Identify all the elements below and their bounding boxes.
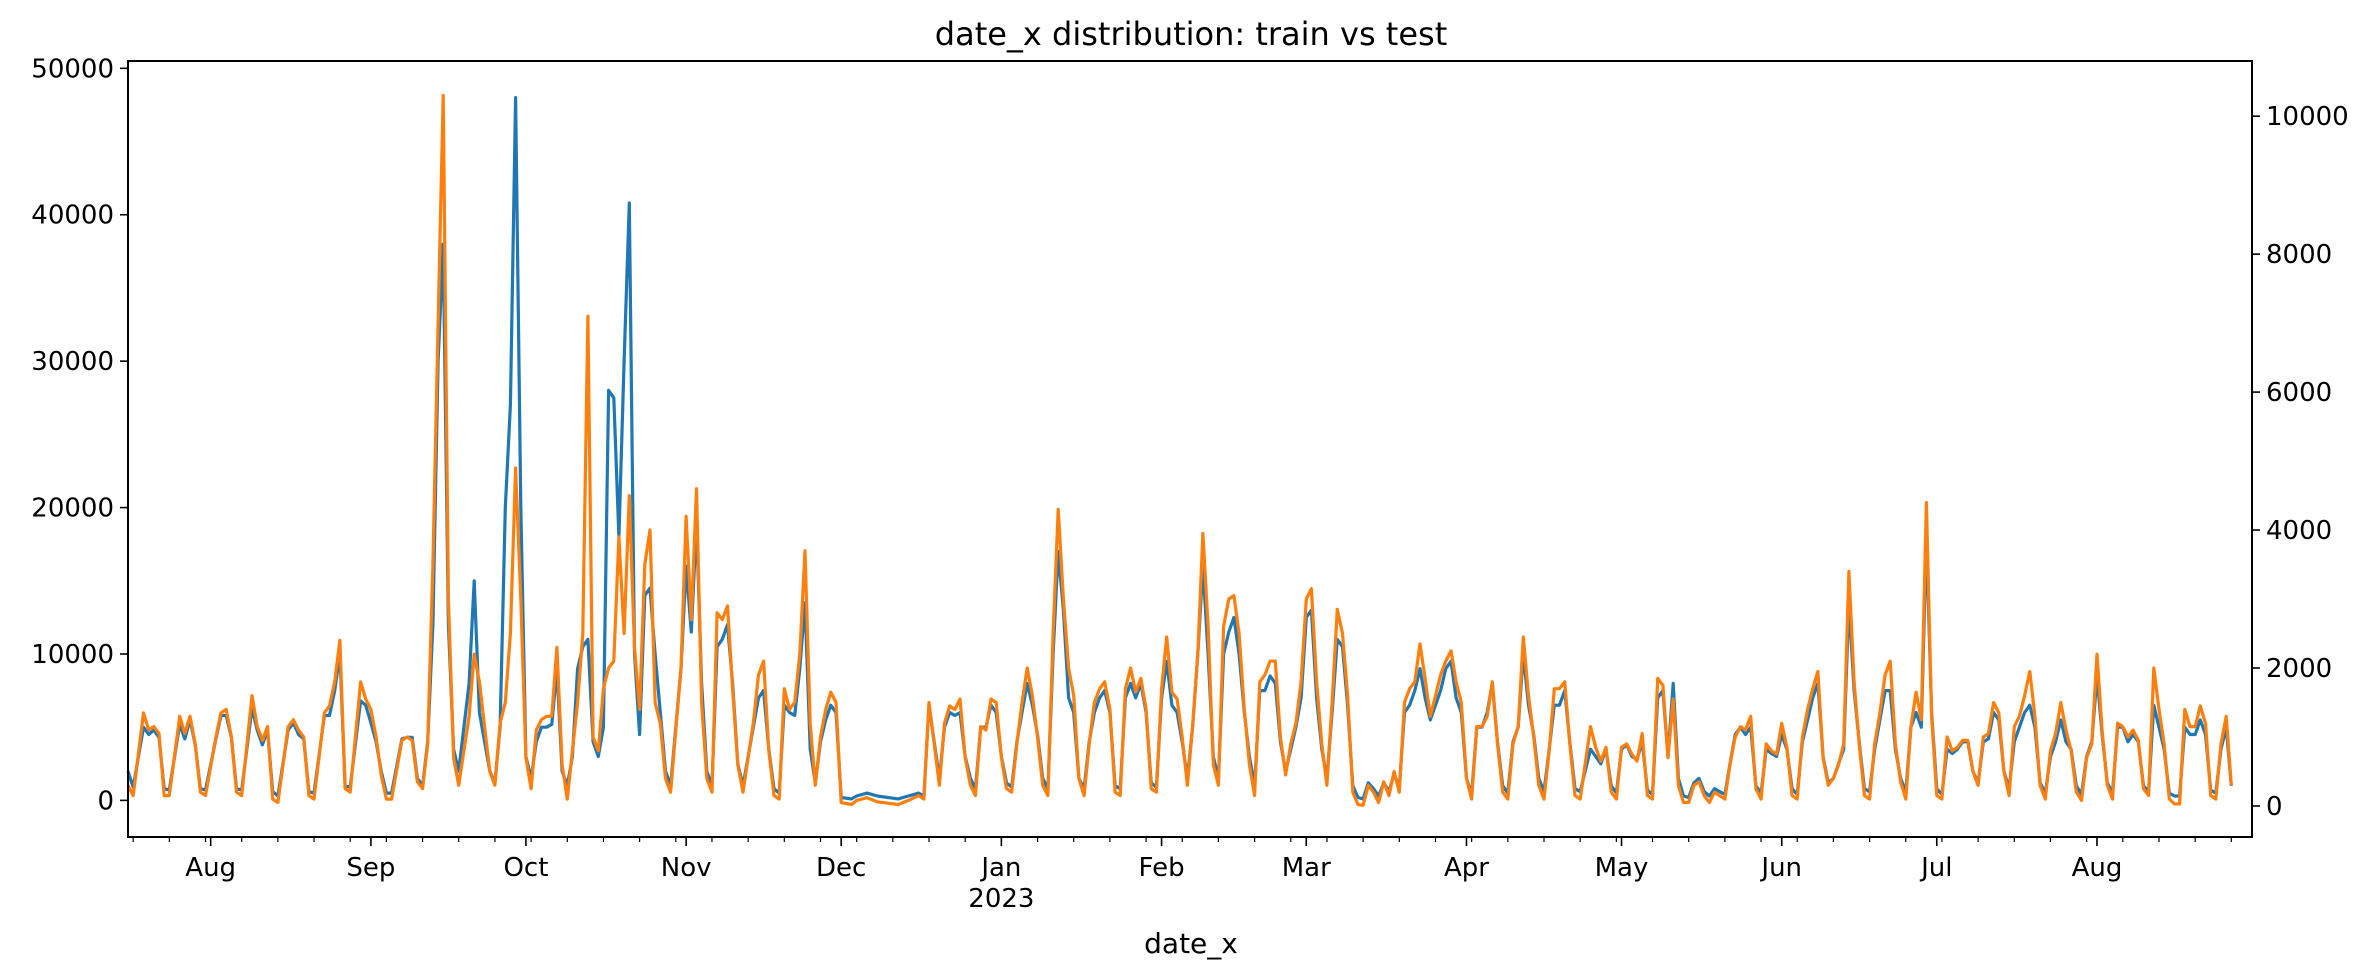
left-y-tick-label: 50000	[31, 54, 114, 84]
series-layer	[126, 93, 2233, 807]
x-tick-label: Nov	[661, 853, 712, 883]
x-tick-label: May	[1595, 853, 1649, 883]
right-y-tick-label: 2000	[2266, 654, 2332, 684]
x-tick-label: Dec	[816, 853, 866, 883]
right-y-tick-label: 10000	[2266, 102, 2349, 132]
x-tick-label: Jul	[1919, 853, 1952, 883]
x-tick-label: Jan	[979, 853, 1021, 883]
right-y-tick-label: 8000	[2266, 240, 2332, 270]
right-y-tick-label: 4000	[2266, 516, 2332, 546]
plot-frame	[127, 60, 2253, 838]
x-tick-label: Feb	[1139, 853, 1185, 883]
left-y-tick-label: 10000	[31, 640, 114, 670]
right-y-tick-label: 0	[2266, 792, 2283, 822]
x-tick-label: Aug	[2072, 853, 2123, 883]
left-y-tick-label: 30000	[31, 347, 114, 377]
left-y-tick-label: 0	[97, 786, 114, 816]
left-y-axis: 0 10000 20000 30000 40000 50000	[31, 54, 128, 816]
x-tick-label: Sep	[346, 853, 395, 883]
x-tick-label: Oct	[503, 853, 548, 883]
x-axis-title: date_x	[1144, 927, 1238, 960]
x-tick-label: Mar	[1282, 853, 1331, 883]
x-tick-label: Apr	[1444, 853, 1489, 883]
left-y-tick-label: 20000	[31, 494, 114, 524]
chart-title: date_x distribution: train vs test	[935, 15, 1447, 53]
x-tick-label: Aug	[185, 853, 236, 883]
left-y-tick-label: 40000	[31, 201, 114, 231]
x-tick-label: Jun	[1759, 853, 1802, 883]
right-y-axis: 0 2000 4000 6000 8000 10000	[2252, 102, 2349, 822]
x-tick-year-label: 2023	[968, 884, 1034, 914]
series-line-right-axis	[126, 93, 2233, 807]
right-y-tick-label: 6000	[2266, 378, 2332, 408]
